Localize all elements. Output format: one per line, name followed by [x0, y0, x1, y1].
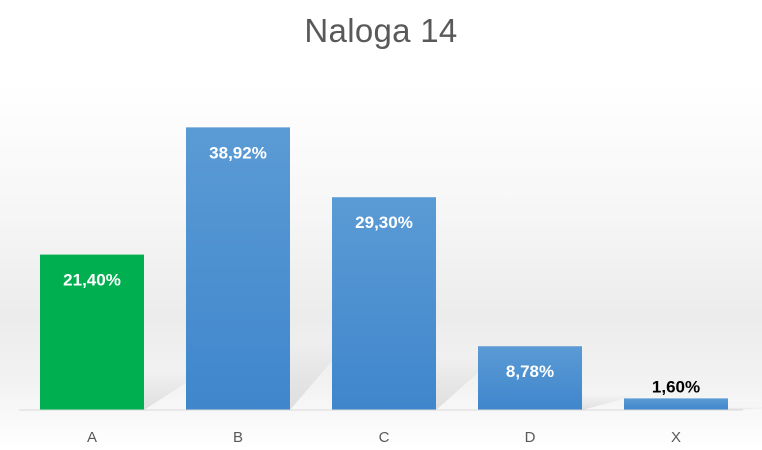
bar-c [332, 197, 436, 410]
x-tick-label-x: X [671, 429, 681, 446]
data-label-b: 38,92% [209, 143, 267, 162]
bar-a [40, 254, 144, 410]
x-tick-label-d: D [525, 429, 536, 446]
data-labels-group: 21,40% 38,92% 29,30% 8,78% 1,60% [63, 143, 700, 396]
bars-group [40, 127, 728, 410]
x-tick-label-c: C [379, 429, 390, 446]
data-label-d: 8,78% [506, 362, 554, 381]
data-label-a: 21,40% [63, 271, 121, 290]
data-label-x: 1,60% [652, 377, 700, 396]
bar-x [624, 398, 728, 410]
bar-d [478, 346, 582, 410]
data-label-c: 29,30% [355, 213, 413, 232]
x-tick-label-b: B [233, 429, 243, 446]
chart-title: Naloga 14 [304, 12, 458, 49]
bar-b [186, 127, 290, 410]
x-tick-label-a: A [87, 429, 97, 446]
